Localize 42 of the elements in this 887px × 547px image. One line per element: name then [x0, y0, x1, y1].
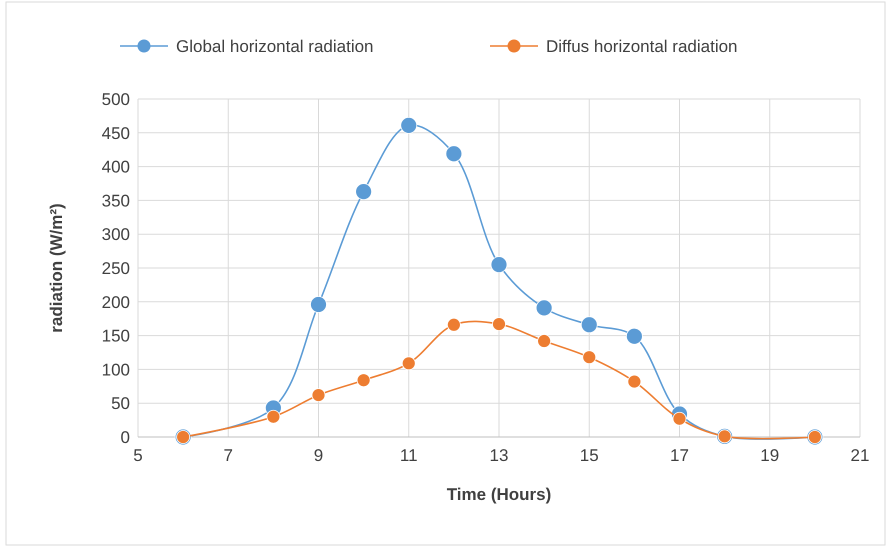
- x-tick-label: 5: [133, 446, 143, 465]
- y-axis-title: radiation (W/m²): [47, 203, 66, 333]
- x-tick-label: 9: [314, 446, 324, 465]
- point: [356, 373, 371, 388]
- x-tick-label: 19: [760, 446, 780, 465]
- point: [400, 116, 418, 134]
- point: [672, 412, 686, 426]
- y-tick-label: 350: [102, 191, 130, 210]
- point: [536, 299, 553, 316]
- point: [446, 318, 461, 332]
- point: [580, 316, 598, 334]
- point: [492, 317, 506, 332]
- point: [537, 334, 552, 348]
- y-tick-label: 150: [102, 326, 130, 346]
- point: [310, 296, 327, 313]
- point: [402, 356, 416, 370]
- point: [490, 256, 508, 274]
- y-tick-label: 450: [102, 124, 130, 143]
- point: [445, 145, 462, 162]
- x-tick-label: 11: [400, 446, 418, 465]
- y-tick-label: 400: [102, 158, 130, 177]
- y-tick-label: 250: [102, 258, 130, 278]
- legend-label: Diffus horizontal radiation: [546, 36, 738, 56]
- y-tick-label: 500: [102, 90, 130, 109]
- point: [266, 410, 280, 424]
- y-tick-label: 100: [102, 360, 130, 380]
- y-tick-label: 300: [102, 225, 130, 244]
- x-tick-label: 17: [670, 446, 689, 465]
- y-tick-label: 200: [102, 292, 130, 312]
- point: [582, 350, 596, 364]
- point: [312, 388, 326, 402]
- legend-label: Global horizontal radiation: [176, 36, 374, 56]
- y-tick-label: 50: [111, 394, 130, 414]
- x-tick-label: 21: [850, 446, 870, 465]
- x-tick-label: 15: [580, 446, 599, 465]
- point: [627, 374, 642, 388]
- point: [626, 328, 643, 345]
- x-axis-title: Time (Hours): [446, 485, 552, 504]
- x-tick-label: 13: [490, 446, 508, 465]
- x-tick-label: 7: [224, 446, 233, 465]
- y-tick-label: 0: [120, 428, 130, 447]
- point: [355, 183, 372, 200]
